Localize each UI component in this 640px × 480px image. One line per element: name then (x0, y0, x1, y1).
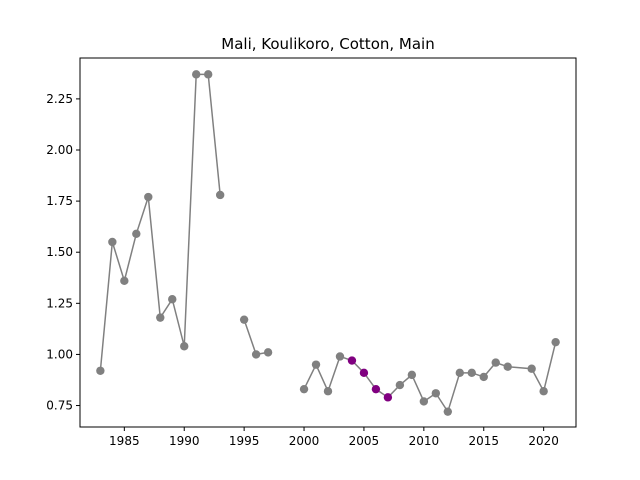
x-tick-label: 1985 (109, 434, 140, 448)
data-point (443, 407, 453, 416)
series-line-segment (99, 73, 221, 371)
data-point (96, 366, 105, 375)
x-tick-label: 2020 (528, 434, 559, 448)
data-point (192, 70, 201, 79)
data-point (180, 342, 189, 351)
data-point (479, 372, 488, 382)
plot-area (96, 70, 560, 416)
data-point (311, 360, 321, 369)
highlighted-data-point (383, 393, 393, 402)
x-tick-label: 2000 (289, 434, 320, 448)
data-point (491, 358, 500, 367)
series-line-segment (243, 319, 269, 356)
data-point (144, 192, 153, 202)
data-point (168, 295, 177, 304)
x-tick-label: 1990 (169, 434, 200, 448)
series-line-segment (303, 341, 557, 414)
data-point (120, 276, 129, 286)
data-point (455, 368, 464, 378)
x-tick-label: 2010 (409, 434, 440, 448)
highlighted-data-point (359, 368, 369, 378)
y-tick-label: 1.75 (46, 194, 73, 208)
data-point (407, 370, 417, 380)
data-point (299, 384, 309, 394)
data-point (551, 337, 560, 347)
x-tick-label: 2015 (468, 434, 499, 448)
highlighted-data-point (347, 356, 357, 365)
x-tick-label: 2005 (349, 434, 380, 448)
data-point (335, 352, 345, 361)
y-tick-label: 2.25 (46, 92, 73, 106)
data-point (132, 229, 141, 239)
data-point (215, 190, 225, 200)
y-tick-label: 0.75 (46, 399, 73, 413)
y-tick-label: 1.00 (46, 347, 73, 361)
data-point (527, 364, 536, 373)
data-point (431, 389, 441, 398)
x-tick-label: 1995 (229, 434, 260, 448)
data-point (108, 237, 117, 247)
data-point (503, 362, 512, 371)
data-point (395, 380, 405, 390)
data-point (156, 313, 165, 322)
axes: 1985 1990 1995 2000 2005 2010 2015 2020 0.75 1.00… (46, 57, 577, 448)
data-point (539, 387, 548, 396)
data-point (251, 350, 261, 359)
data-point (203, 70, 213, 79)
data-point (239, 315, 249, 324)
y-tick-label: 1.50 (46, 245, 73, 259)
data-point (263, 348, 273, 357)
y-tick-label: 2.00 (46, 143, 73, 157)
plot-frame (79, 57, 577, 428)
data-point (419, 397, 429, 406)
y-tick-label: 1.25 (46, 296, 73, 310)
chart-title: Mali, Koulikoro, Cotton, Main (221, 35, 434, 53)
data-point (467, 368, 476, 378)
highlighted-data-point (371, 384, 381, 394)
data-point (323, 387, 333, 396)
